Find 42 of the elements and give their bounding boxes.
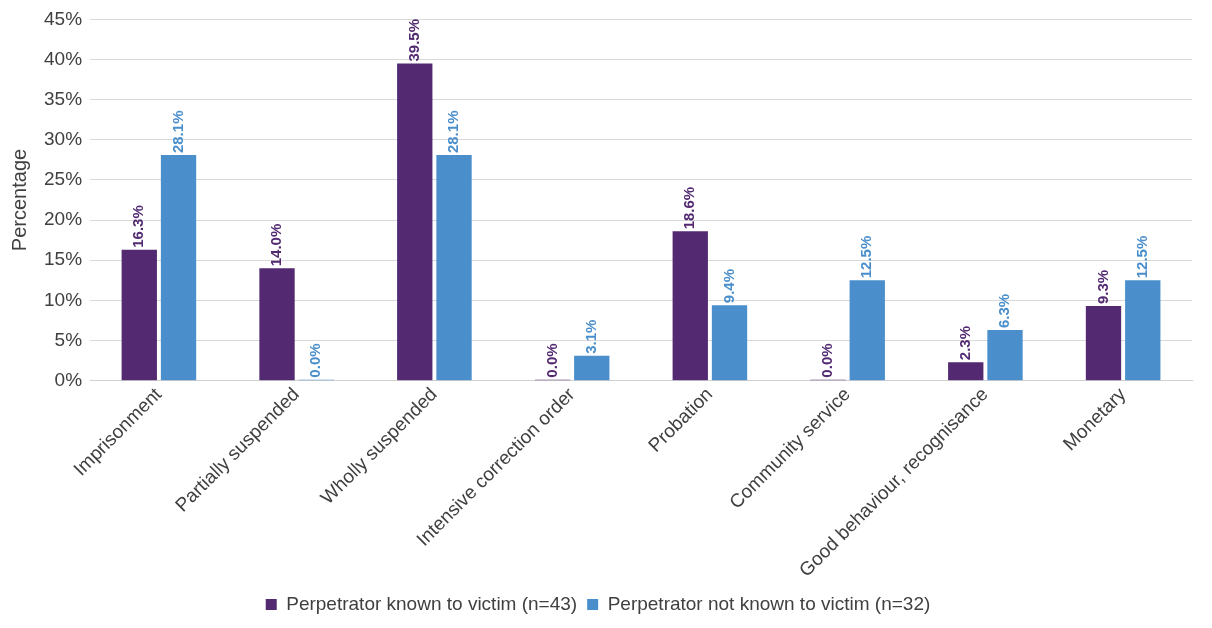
y-tick-label: 10% xyxy=(44,288,83,310)
y-tick-label: 0% xyxy=(54,368,83,390)
y-tick-label: 35% xyxy=(44,87,83,109)
data-label: 3.1% xyxy=(581,319,599,354)
data-label: 6.3% xyxy=(995,293,1013,329)
data-label: 9.4% xyxy=(719,268,737,304)
y-axis-title: Percentage xyxy=(7,148,30,252)
data-label: 0.0% xyxy=(818,343,836,378)
bar xyxy=(672,231,708,381)
y-tick-label: 5% xyxy=(54,328,83,350)
y-tick-label: 30% xyxy=(44,128,83,150)
data-label: 16.3% xyxy=(129,205,147,248)
data-label: 12.5% xyxy=(1132,235,1150,279)
bar xyxy=(574,355,610,381)
y-tick-label: 20% xyxy=(44,208,83,230)
bar xyxy=(121,249,157,381)
bar xyxy=(160,155,197,381)
data-label: 14.0% xyxy=(267,223,285,267)
bar xyxy=(987,330,1023,381)
bar xyxy=(948,362,984,381)
y-tick-label: 45% xyxy=(44,7,83,29)
data-label: 28.1% xyxy=(444,110,462,154)
data-label: 28.1% xyxy=(168,110,186,154)
data-label: 2.3% xyxy=(955,325,973,361)
data-label: 39.5% xyxy=(404,19,422,62)
data-label: 0.0% xyxy=(542,343,560,378)
y-tick-label: 40% xyxy=(44,47,83,69)
bar xyxy=(1125,280,1161,381)
legend-label: Perpetrator not known to victim (n=32) xyxy=(607,592,931,614)
data-label: 12.5% xyxy=(857,235,875,279)
data-label: 9.3% xyxy=(1093,269,1111,304)
bar xyxy=(436,155,472,381)
data-label: 0.0% xyxy=(306,343,324,378)
bar xyxy=(711,305,748,381)
bar xyxy=(1085,305,1122,381)
bar xyxy=(849,280,885,381)
y-tick-label: 25% xyxy=(44,168,83,190)
data-label: 18.6% xyxy=(680,186,698,230)
y-tick-label: 15% xyxy=(44,248,83,270)
bar xyxy=(259,268,295,381)
bar xyxy=(397,63,433,381)
legend-label: Perpetrator known to victim (n=43) xyxy=(286,592,578,614)
